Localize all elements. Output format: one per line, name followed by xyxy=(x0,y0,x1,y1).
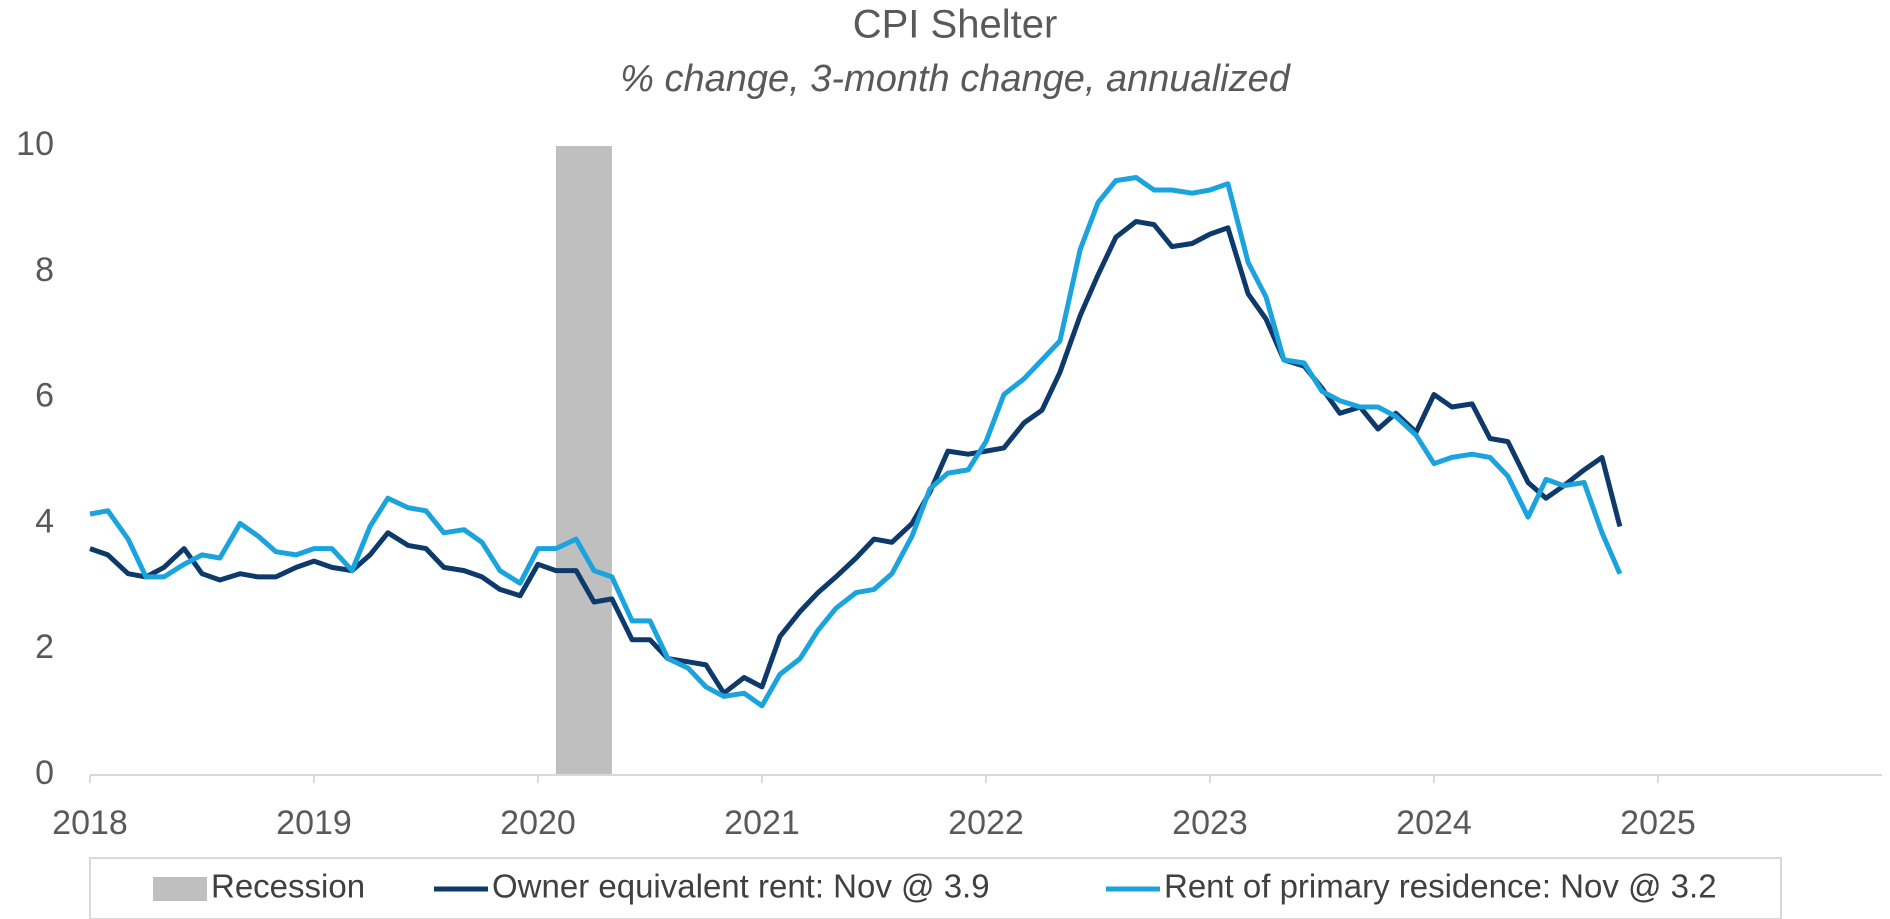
x-tick-label: 2022 xyxy=(948,804,1024,842)
x-tick-label: 2024 xyxy=(1396,804,1472,842)
x-tick-label: 2025 xyxy=(1620,804,1696,842)
x-tick-label: 2023 xyxy=(1172,804,1248,842)
y-tick-label: 2 xyxy=(35,628,54,666)
y-tick-label: 8 xyxy=(35,251,54,289)
line-series xyxy=(89,175,1623,709)
x-tick-label: 2019 xyxy=(276,804,352,842)
x-tick-label: 2018 xyxy=(52,804,128,842)
x-tick-label: 2020 xyxy=(500,804,576,842)
y-tick-label: 10 xyxy=(16,125,54,163)
legend-label: Owner equivalent rent: Nov @ 3.9 xyxy=(492,868,990,905)
y-tick-label: 4 xyxy=(35,502,54,540)
legend-label: Rent of primary residence: Nov @ 3.2 xyxy=(1164,868,1717,905)
line-series xyxy=(89,219,1623,696)
legend-label: Recession xyxy=(211,868,365,905)
chart-title: CPI Shelter xyxy=(853,3,1058,47)
legend-swatch xyxy=(153,877,207,901)
x-tick-label: 2021 xyxy=(724,804,800,842)
chart-subtitle: % change, 3-month change, annualized xyxy=(620,58,1292,100)
legend-box xyxy=(89,857,1782,919)
recession-band xyxy=(555,146,612,775)
y-tick-label: 6 xyxy=(35,377,54,415)
y-tick-label: 0 xyxy=(35,754,54,792)
